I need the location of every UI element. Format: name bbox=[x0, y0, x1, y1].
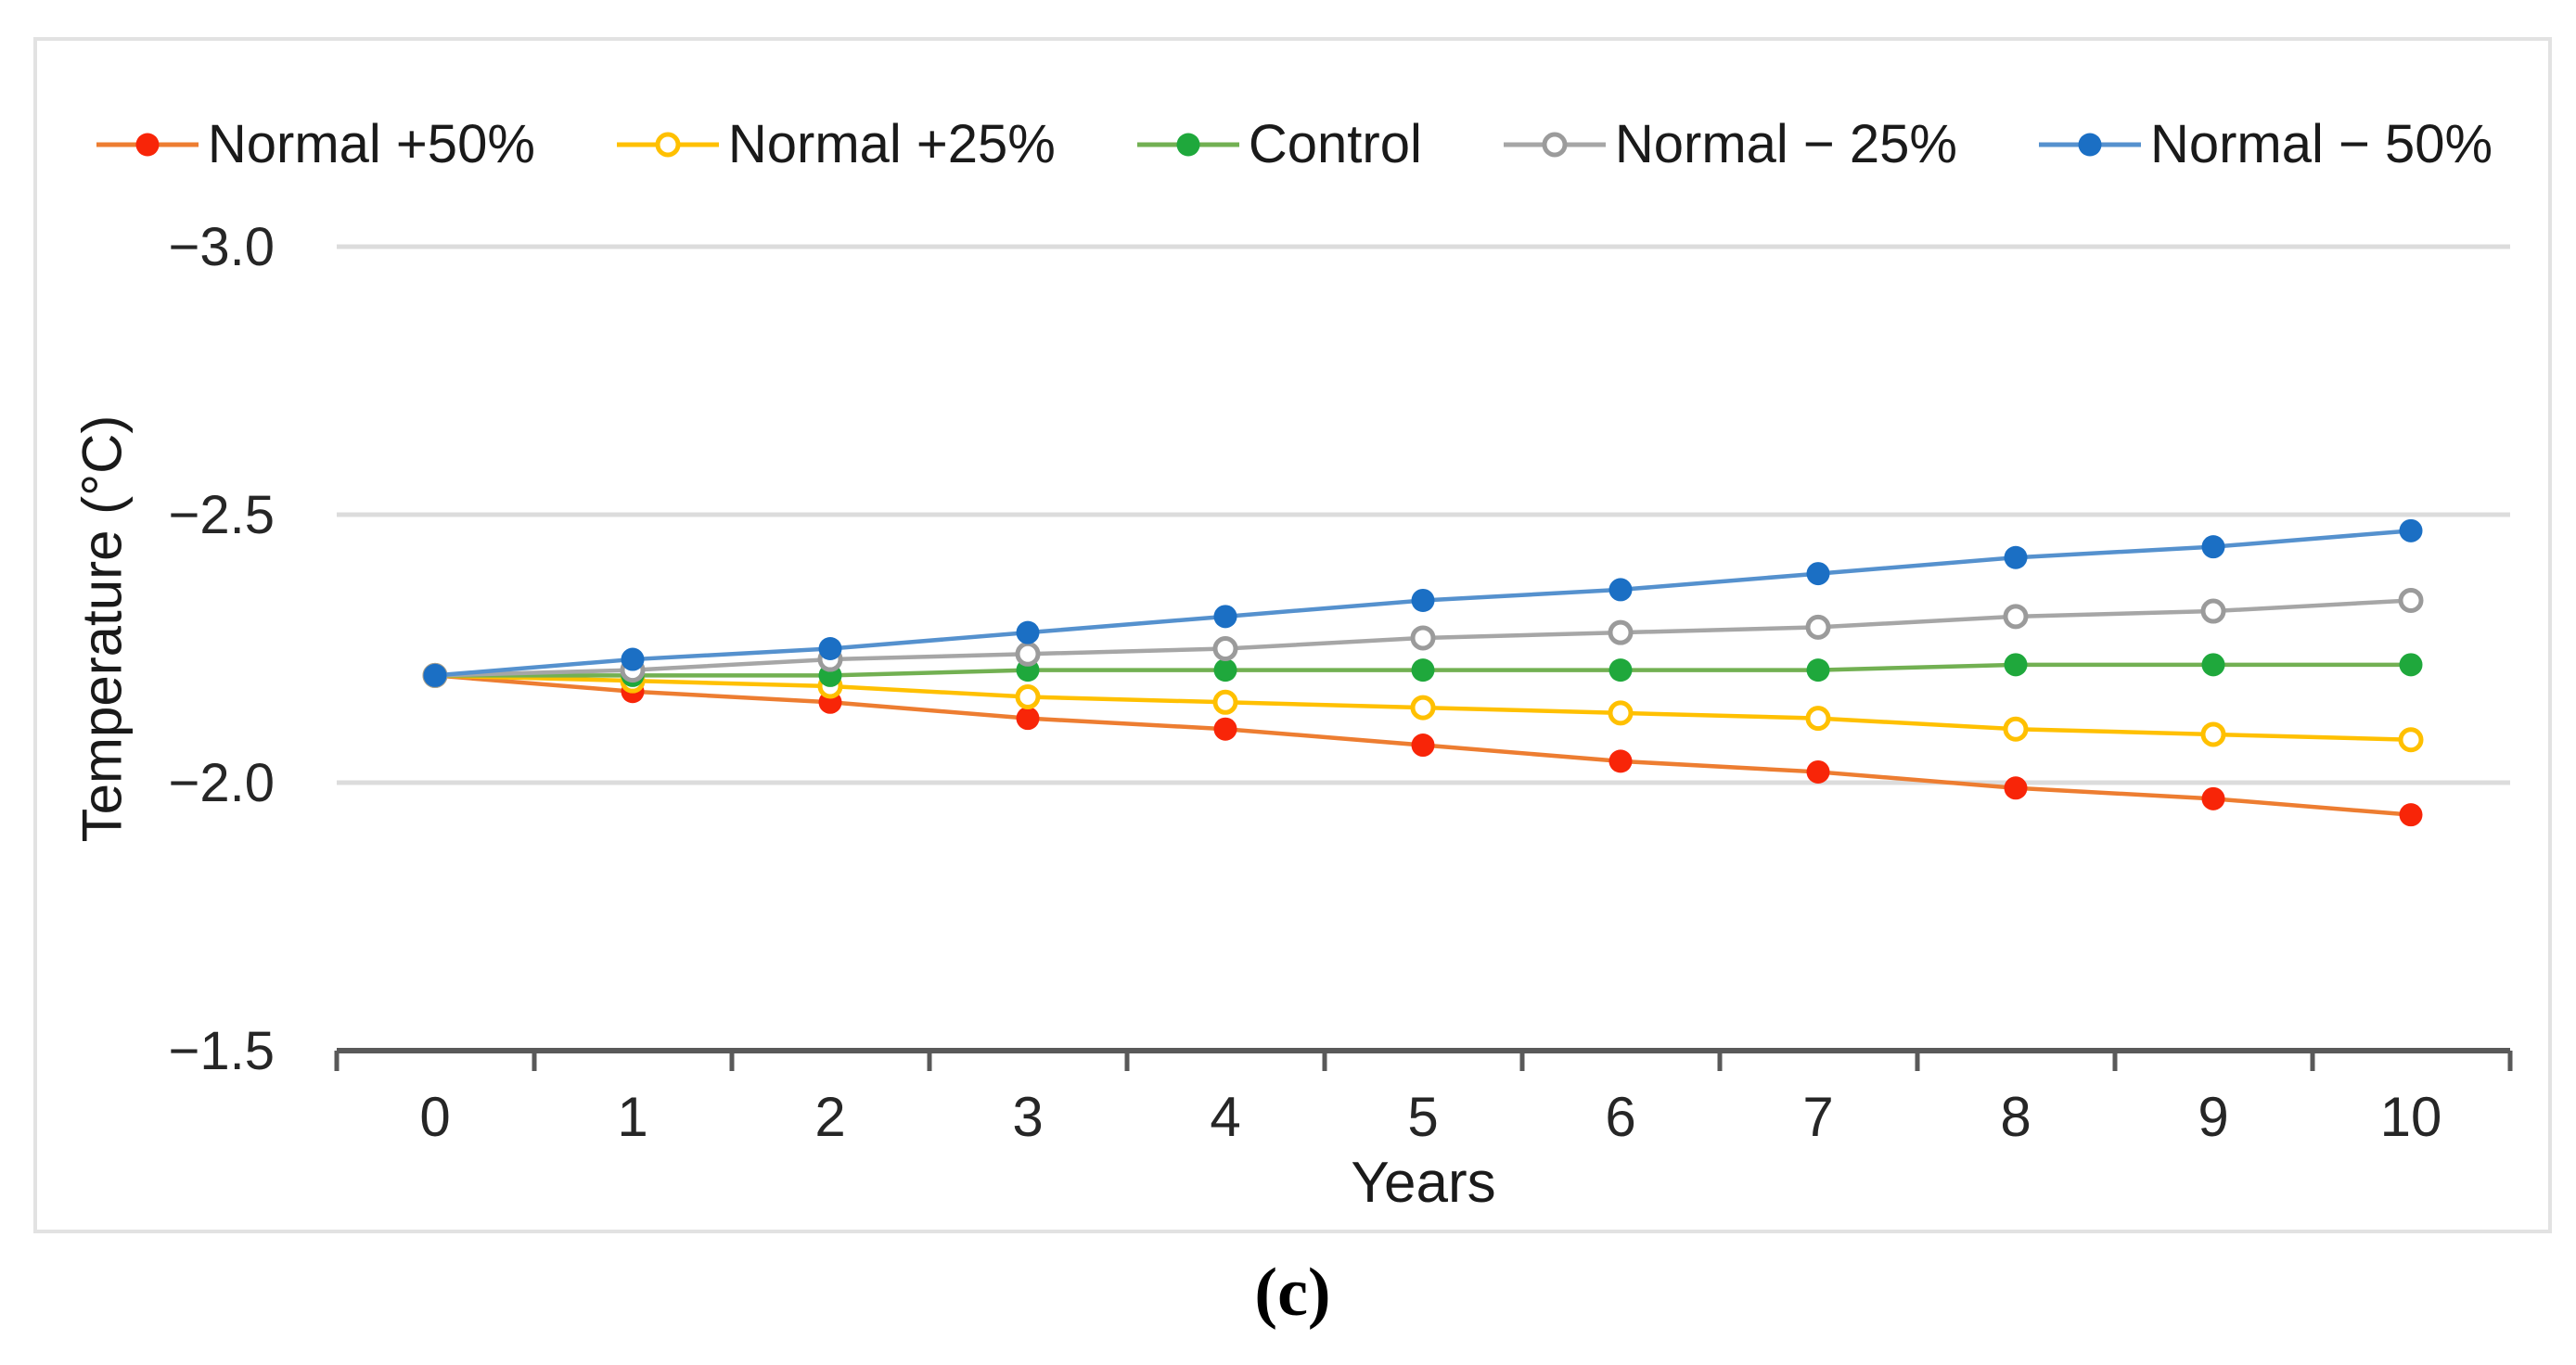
x-tick-label: 3 bbox=[1012, 1086, 1043, 1148]
x-tick-label: 8 bbox=[2000, 1086, 2031, 1148]
data-point-marker bbox=[1608, 619, 1634, 645]
x-tick-label: 5 bbox=[1407, 1086, 1438, 1148]
data-point-marker bbox=[2003, 716, 2029, 742]
data-point-marker bbox=[2399, 803, 2423, 827]
x-tick-labels: 0 1 2 3 4 5 6 7 8 9 10 bbox=[419, 1086, 2441, 1148]
data-point-marker bbox=[1608, 578, 1633, 602]
chart-legend: Normal +50% Normal +25% Control Normal − 25… bbox=[37, 113, 2552, 175]
data-point-marker bbox=[2003, 604, 2029, 630]
data-point-marker bbox=[2200, 598, 2226, 624]
legend-item-normal-50: Normal − 50% bbox=[2038, 113, 2493, 175]
data-point-marker bbox=[1212, 636, 1238, 661]
x-tick-label: 7 bbox=[1802, 1086, 1833, 1148]
legend-label: Normal +50% bbox=[207, 114, 535, 174]
legend-swatch-icon bbox=[2038, 133, 2141, 156]
data-point-marker bbox=[1411, 658, 1435, 682]
data-point-marker bbox=[1213, 717, 1237, 741]
figure-caption: (c) bbox=[1254, 1255, 1331, 1331]
data-point-marker bbox=[1213, 605, 1237, 629]
x-tick-label: 4 bbox=[1210, 1086, 1240, 1148]
data-point-marker bbox=[1806, 658, 1830, 682]
data-point-marker bbox=[2200, 721, 2226, 747]
legend-swatch-icon bbox=[1503, 132, 1606, 157]
x-tick-label: 0 bbox=[419, 1086, 450, 1148]
data-point-marker bbox=[1016, 707, 1040, 731]
legend-swatch-icon bbox=[96, 133, 199, 156]
x-tick-label: 2 bbox=[814, 1086, 845, 1148]
data-point-marker bbox=[1410, 625, 1436, 651]
data-point-marker bbox=[2399, 653, 2423, 677]
data-point-marker bbox=[621, 647, 645, 671]
data-point-marker bbox=[1608, 658, 1633, 682]
series-normal-50 bbox=[423, 518, 2423, 687]
data-point-marker bbox=[1411, 734, 1435, 758]
data-point-marker bbox=[1016, 620, 1040, 644]
y-tick-label: −3.0 bbox=[169, 217, 276, 277]
y-tick-label: −1.5 bbox=[169, 1021, 276, 1081]
series-normal-50 bbox=[423, 663, 2423, 827]
data-point-marker bbox=[1806, 759, 1830, 784]
x-axis-title: Years bbox=[1351, 1151, 1496, 1215]
data-point-marker bbox=[2201, 786, 2225, 810]
data-point-marker bbox=[818, 637, 842, 660]
legend-item-normal-25: Normal − 25% bbox=[1503, 113, 1957, 175]
legend-item-normal-25: Normal +25% bbox=[616, 113, 1056, 175]
legend-label: Normal − 50% bbox=[2149, 114, 2493, 174]
data-point-marker bbox=[2201, 535, 2225, 559]
data-point-marker bbox=[1015, 684, 1041, 710]
legend-item-control: Control bbox=[1136, 113, 1422, 175]
data-point-marker bbox=[1805, 614, 1831, 640]
data-point-marker bbox=[2004, 545, 2028, 569]
data-point-marker bbox=[2201, 653, 2225, 677]
legend-label: Control bbox=[1248, 114, 1422, 174]
x-tick-label: 9 bbox=[2198, 1086, 2228, 1148]
legend-item-normal-50: Normal +50% bbox=[96, 113, 535, 175]
legend-label: Normal − 25% bbox=[1614, 114, 1957, 174]
data-point-marker bbox=[2004, 653, 2028, 677]
y-tick-labels: −3.0 −2.5 −2.0 −1.5 bbox=[169, 217, 276, 1081]
data-point-marker bbox=[1608, 749, 1633, 773]
data-point-marker bbox=[1806, 562, 1830, 586]
data-point-marker bbox=[1212, 689, 1238, 715]
data-point-marker bbox=[1805, 706, 1831, 732]
data-point-marker bbox=[423, 663, 447, 687]
x-axis bbox=[334, 1048, 2513, 1071]
x-tick-label: 6 bbox=[1605, 1086, 1635, 1148]
data-point-marker bbox=[2399, 518, 2423, 542]
legend-swatch-icon bbox=[1136, 133, 1239, 156]
legend-label: Normal +25% bbox=[727, 114, 1056, 174]
data-point-marker bbox=[1213, 658, 1237, 682]
y-tick-label: −2.0 bbox=[169, 753, 276, 813]
data-point-marker bbox=[1410, 695, 1436, 721]
x-tick-label: 10 bbox=[2380, 1086, 2442, 1148]
y-tick-label: −2.5 bbox=[169, 485, 276, 545]
gridlines bbox=[337, 244, 2510, 785]
data-point-marker bbox=[1015, 641, 1041, 667]
data-point-marker bbox=[2398, 587, 2424, 613]
x-tick-label: 1 bbox=[617, 1086, 647, 1148]
data-point-marker bbox=[2004, 776, 2028, 800]
figure-panel bbox=[33, 37, 2552, 1233]
data-point-marker bbox=[2398, 727, 2424, 753]
legend-swatch-icon bbox=[616, 132, 719, 157]
data-point-marker bbox=[1608, 700, 1634, 726]
data-point-marker bbox=[1411, 588, 1435, 612]
